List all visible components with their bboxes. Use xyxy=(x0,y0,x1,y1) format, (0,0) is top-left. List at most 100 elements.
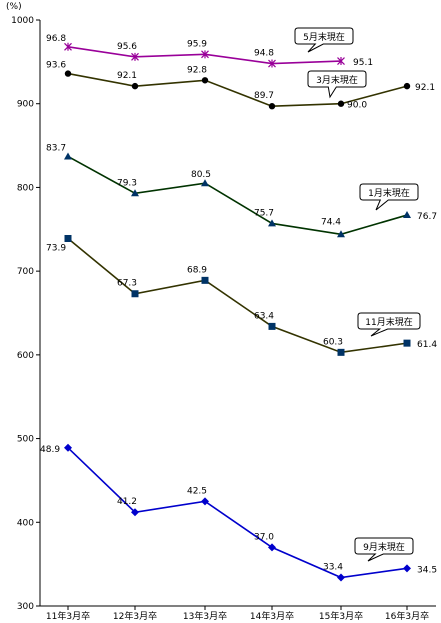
data-label: 74.4 xyxy=(321,217,341,227)
x-axis-ticks: 11年3月卒 12年3月卒 13年3月卒 14年3月卒 15年3月卒 16年3月卒 xyxy=(46,606,429,622)
diamond-marker xyxy=(337,573,345,582)
series xyxy=(64,152,411,238)
data-label: 37.0 xyxy=(254,532,274,542)
star-marker xyxy=(201,50,209,59)
data-label: 95.1 xyxy=(353,58,373,68)
y-tick-label: 600 xyxy=(17,351,34,361)
triangle-marker xyxy=(268,219,276,227)
square-marker xyxy=(337,348,345,356)
data-label: 96.8 xyxy=(46,34,66,44)
square-marker xyxy=(131,290,139,298)
square-marker xyxy=(201,276,209,284)
data-label: 92.1 xyxy=(415,83,435,93)
data-label: 94.8 xyxy=(254,49,274,59)
x-tick-label: 15年3月卒 xyxy=(319,610,363,622)
series-callout: 1月末現在 xyxy=(359,183,419,211)
triangle-marker xyxy=(131,189,139,197)
diamond-marker xyxy=(64,443,72,452)
x-tick-label: 13年3月卒 xyxy=(183,610,227,622)
series-line xyxy=(67,447,408,579)
callout-box xyxy=(359,183,419,211)
series-name-label: 5月末現在 xyxy=(303,31,345,43)
y-axis-ticks: 300 400 500 600 700 800 900 1000 xyxy=(11,16,40,612)
series-callout: 3月末現在 xyxy=(307,70,367,99)
data-label: 48.9 xyxy=(40,445,60,455)
data-label: 83.7 xyxy=(46,143,66,153)
diamond-marker xyxy=(403,564,411,573)
data-label: 80.5 xyxy=(191,170,211,180)
series-callout: 11月末現在 xyxy=(357,312,421,337)
star-marker xyxy=(268,59,276,68)
x-tick-label: 16年3月卒 xyxy=(385,610,429,622)
circle-marker xyxy=(403,82,411,90)
callout-box xyxy=(294,27,354,53)
chart-axes xyxy=(39,20,436,607)
data-label: 92.8 xyxy=(187,65,207,75)
data-label: 79.3 xyxy=(117,178,137,188)
callout-box xyxy=(354,537,414,562)
y-tick-label: 800 xyxy=(17,183,34,193)
y-tick-label: 300 xyxy=(17,602,34,612)
data-label: 41.2 xyxy=(117,497,137,507)
series-name-label: 3月末現在 xyxy=(316,74,358,86)
square-marker xyxy=(268,322,276,330)
data-label: 33.4 xyxy=(323,563,343,573)
data-label: 60.3 xyxy=(323,337,343,347)
x-tick-label: 14年3月卒 xyxy=(250,610,294,622)
y-tick-label: 900 xyxy=(17,100,34,110)
circle-marker xyxy=(64,70,72,77)
square-marker xyxy=(64,234,72,242)
triangle-marker xyxy=(64,152,72,160)
y-unit-label: (%) xyxy=(6,2,22,12)
circle-marker xyxy=(268,103,276,110)
series xyxy=(64,443,411,582)
series xyxy=(64,234,411,356)
triangle-marker xyxy=(403,211,411,219)
diamond-marker xyxy=(131,508,139,517)
square-marker xyxy=(403,339,411,347)
series-name-label: 11月末現在 xyxy=(365,316,412,328)
series-name-label: 1月末現在 xyxy=(368,187,410,199)
series-line xyxy=(67,237,408,354)
data-label: 95.9 xyxy=(187,39,207,49)
data-label: 75.7 xyxy=(254,208,274,218)
series-line xyxy=(67,155,408,236)
diamond-marker xyxy=(201,497,209,506)
y-tick-label: 500 xyxy=(17,435,34,445)
data-label: 92.1 xyxy=(117,71,137,81)
series xyxy=(64,70,411,110)
data-label: 89.7 xyxy=(254,91,274,101)
star-marker xyxy=(131,52,139,61)
data-label: 93.6 xyxy=(46,61,66,71)
data-label: 67.3 xyxy=(117,279,137,289)
x-tick-label: 11年3月卒 xyxy=(46,610,90,622)
data-label: 42.5 xyxy=(187,486,207,496)
y-tick-label: 400 xyxy=(17,518,34,528)
data-label: 73.9 xyxy=(46,243,66,253)
series-callout: 5月末現在 xyxy=(294,27,354,53)
data-label: 90.0 xyxy=(347,101,367,111)
data-label: 95.6 xyxy=(117,42,137,52)
series-line xyxy=(67,72,408,108)
data-label: 61.4 xyxy=(417,340,437,350)
circle-marker xyxy=(337,100,345,107)
circle-marker xyxy=(131,82,139,90)
series-name-label: 9月末現在 xyxy=(363,541,405,553)
data-label: 68.9 xyxy=(187,265,207,275)
y-tick-label: 1000 xyxy=(11,16,34,26)
star-marker xyxy=(337,57,345,66)
star-marker xyxy=(64,42,72,51)
series xyxy=(64,42,345,68)
circle-marker xyxy=(201,77,209,84)
callout-box xyxy=(307,70,367,99)
series-callouts: 5月末現在 3月末現在 1月末現在 11月末現在 9月末現在 xyxy=(294,27,421,562)
data-label: 76.7 xyxy=(417,212,437,222)
series-layer xyxy=(64,42,411,582)
data-label: 63.4 xyxy=(254,311,274,321)
x-tick-label: 12年3月卒 xyxy=(113,610,157,622)
y-tick-label: 700 xyxy=(17,267,34,277)
diamond-marker xyxy=(268,543,276,552)
callout-box xyxy=(357,312,421,337)
data-labels: 96.8 95.6 95.9 94.8 95.1 93.6 92.1 92.8 89.7 90.0… xyxy=(40,34,437,576)
